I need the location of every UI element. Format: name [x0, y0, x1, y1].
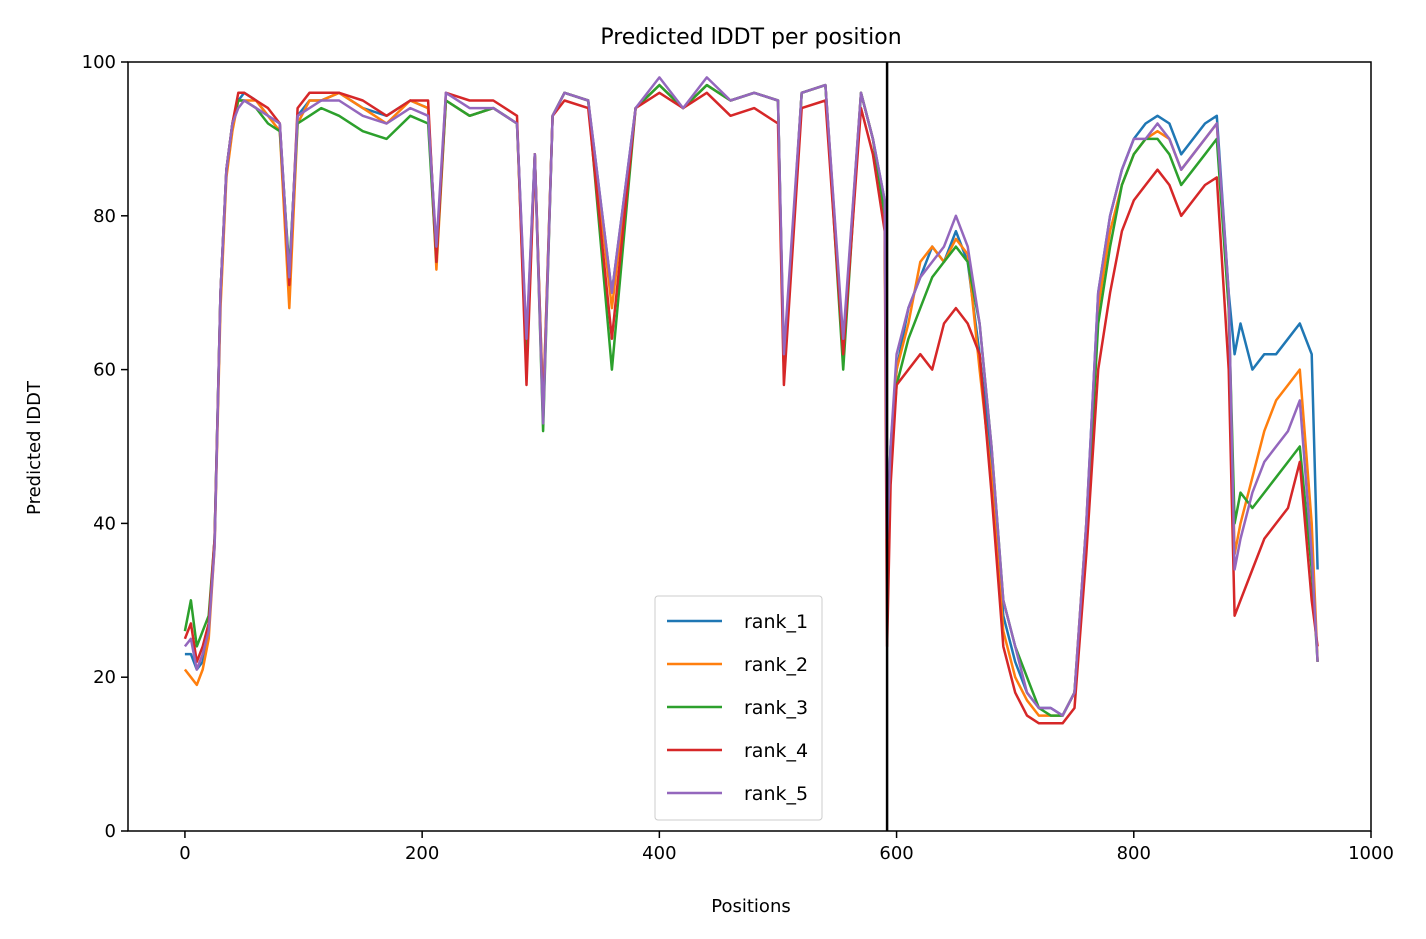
y-tick-label: 40 — [93, 513, 116, 534]
x-tick-label: 400 — [642, 843, 676, 864]
chart-title: Predicted lDDT per position — [600, 25, 901, 50]
y-tick-label: 0 — [105, 821, 116, 842]
y-axis-label: Predicted lDDT — [24, 380, 45, 515]
legend-label-rank-2: rank_2 — [744, 654, 808, 676]
legend-label-rank-5: rank_5 — [744, 783, 808, 805]
x-tick-label: 0 — [179, 843, 190, 864]
x-tick-label: 200 — [405, 843, 439, 864]
series-layer — [183, 76, 1319, 725]
y-tick-label: 20 — [93, 667, 116, 688]
x-tick-label: 800 — [1117, 843, 1151, 864]
x-tick-label: 600 — [879, 843, 913, 864]
y-tick-label: 80 — [93, 206, 116, 227]
y-tick-label: 60 — [93, 360, 116, 381]
x-axis-label: Positions — [711, 896, 790, 917]
legend-label-rank-4: rank_4 — [744, 740, 808, 762]
x-axis: 0 200 400 600 800 1000 — [179, 831, 1394, 864]
legend-label-rank-1: rank_1 — [744, 611, 808, 633]
legend-box — [654, 595, 823, 821]
legend-label-rank-3: rank_3 — [744, 697, 808, 719]
y-axis: 0 20 40 60 80 100 — [82, 52, 128, 842]
x-tick-label: 1000 — [1348, 843, 1394, 864]
legend: rank_1 rank_2 rank_3 rank_4 rank_5 — [654, 595, 823, 821]
plot-frame — [127, 61, 1372, 832]
y-tick-label: 100 — [82, 52, 116, 73]
series-line-rank-5 — [183, 76, 1319, 717]
